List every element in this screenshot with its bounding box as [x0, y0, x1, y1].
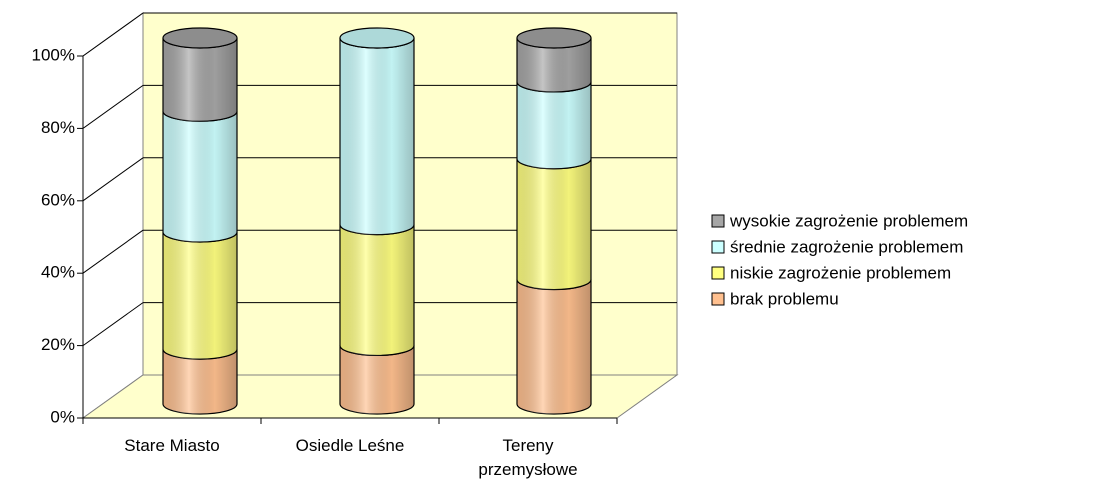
cylinder-shade [340, 38, 414, 235]
legend-swatch [711, 214, 725, 228]
grid-line [82, 12, 144, 57]
y-tick-label: 20% [41, 335, 75, 354]
cylinder-shade [340, 224, 414, 356]
legend-label: brak problemu [730, 289, 839, 308]
cylinder-shade [517, 158, 591, 290]
y-tick-label: 100% [32, 45, 75, 64]
legend-swatch [711, 266, 725, 280]
grid-line [82, 229, 144, 274]
y-tick-label: 40% [41, 263, 75, 282]
grid-line [82, 84, 144, 129]
cylinder-top [516, 27, 592, 49]
legend-swatch [711, 240, 725, 254]
cylinder-shade [517, 38, 591, 92]
x-tick-label: Stare Miasto [124, 436, 220, 455]
legend-label: średnie zagrożenie problemem [730, 237, 963, 256]
legend-swatch [711, 292, 725, 306]
cylinder-shade [163, 38, 237, 122]
cylinder-shade [163, 231, 237, 360]
cylinder-shade [517, 279, 591, 414]
x-tick-label: Tereny przemysłowe [478, 436, 578, 479]
grid-line [82, 302, 144, 347]
legend-label: wysokie zagrożenie problemem [729, 211, 968, 230]
cylinder-shade [517, 81, 591, 169]
y-tick-label: 80% [41, 118, 75, 137]
cylinder-shade [163, 111, 237, 242]
cylinder-top [339, 27, 415, 49]
y-tick-label: 60% [41, 190, 75, 209]
side-wall [82, 12, 144, 419]
cylinder-shade [340, 345, 414, 414]
grid-line [82, 157, 144, 202]
cylinder-shade [163, 349, 237, 414]
cylinder-top [162, 27, 238, 49]
x-tick-label: Osiedle Leśne [295, 436, 405, 455]
y-tick-label: 0% [50, 407, 75, 426]
legend-label: niskie zagrożenie problemem [730, 263, 951, 282]
